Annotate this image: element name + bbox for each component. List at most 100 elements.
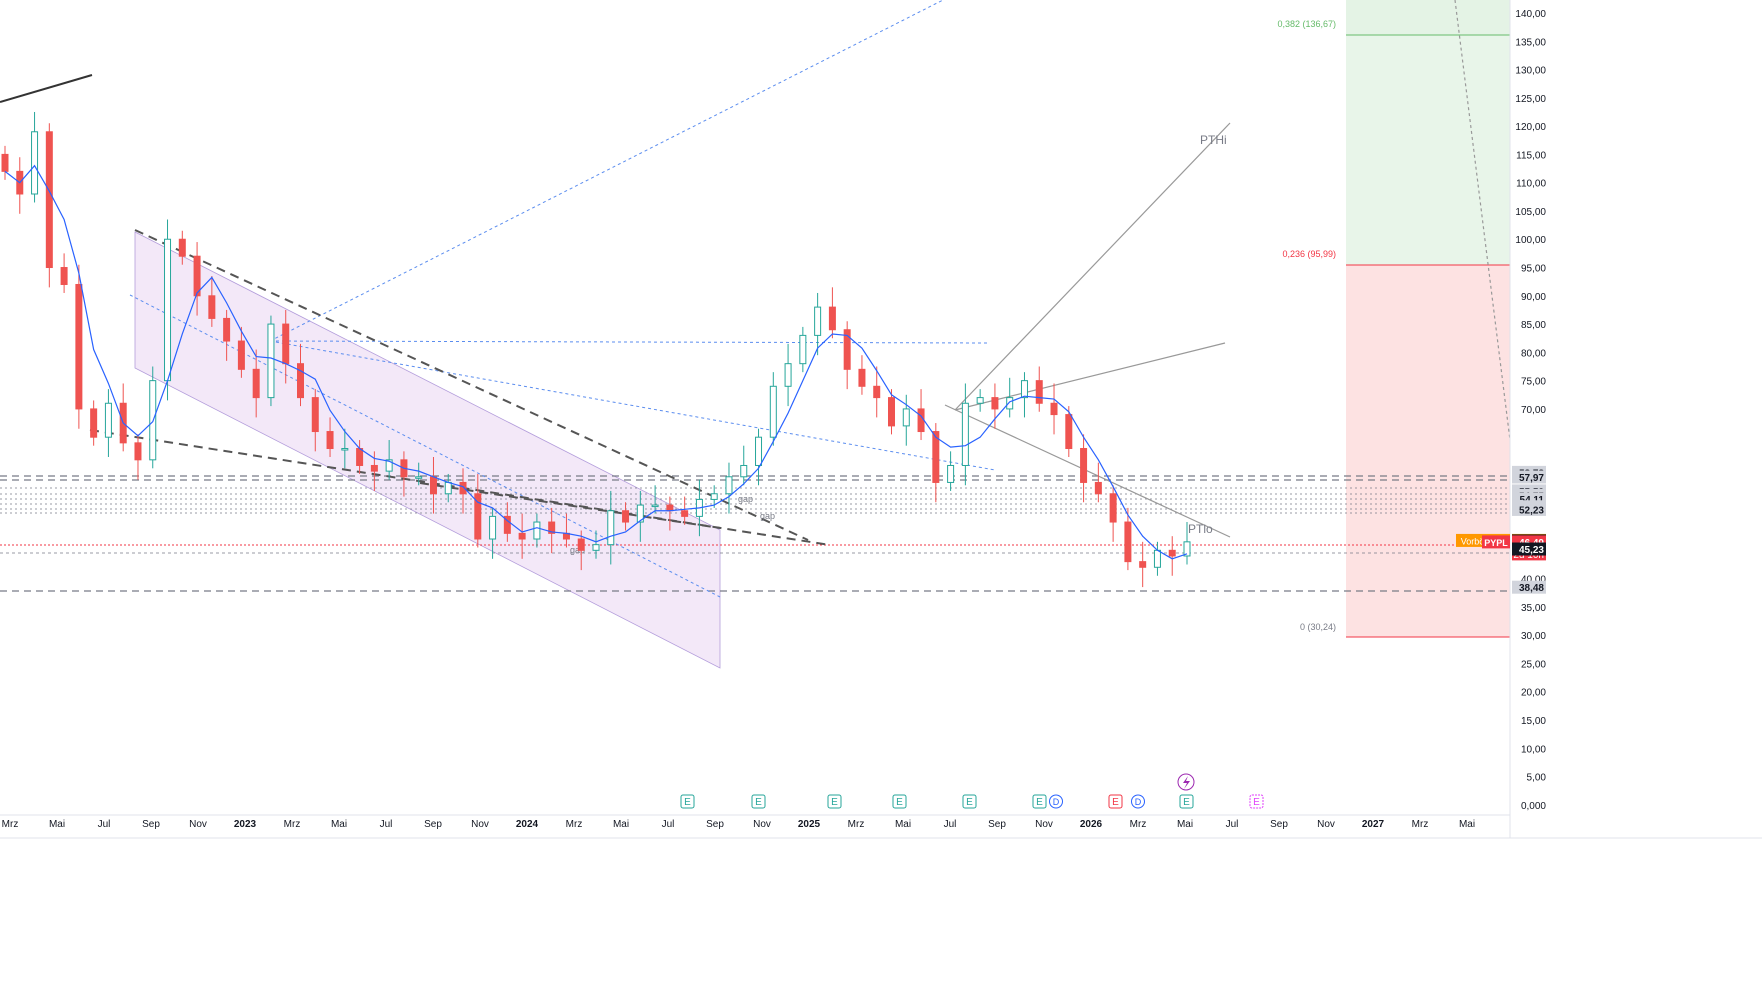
horizontal-levels xyxy=(0,475,1510,592)
earnings-marker[interactable]: E xyxy=(751,794,766,809)
x-tick-label: Mrz xyxy=(848,819,865,830)
dividend-marker[interactable]: D xyxy=(1049,794,1063,809)
fib-label-0236: 0,236 (95,99) xyxy=(1282,249,1336,259)
candle-body xyxy=(725,476,733,495)
ptlo-label: PTlo xyxy=(1188,522,1213,536)
candle-body xyxy=(267,323,275,399)
candle-body xyxy=(1124,521,1132,563)
x-tick-label: Sep xyxy=(706,819,724,830)
y-tick-label: 80,00 xyxy=(1521,348,1546,359)
price-badge xyxy=(1512,580,1546,594)
price-axis[interactable]: 140,00 135,00 130,00 125,00 120,00 115,00 110,… xyxy=(1515,9,1546,812)
moving-average-line xyxy=(4,164,1188,560)
x-tick-label: Sep xyxy=(424,819,442,830)
x-tick-label: Sep xyxy=(988,819,1006,830)
earnings-marker[interactable]: E xyxy=(680,794,695,809)
candle-body xyxy=(1183,541,1191,557)
earnings-marker-future[interactable]: E xyxy=(1249,794,1264,809)
candle-body xyxy=(607,510,615,546)
fib-green-zone-lower xyxy=(1346,35,1510,265)
candle-body xyxy=(710,493,718,500)
candle-body xyxy=(1020,380,1028,399)
earnings-marker[interactable]: E xyxy=(1032,794,1047,809)
y-tick-label: 15,00 xyxy=(1521,716,1546,727)
time-axis[interactable]: Mrz Mai Jul Sep Nov 2023 Mrz Mai Jul Sep Nov 2024 Mr… xyxy=(2,819,1475,830)
candle-body xyxy=(75,283,83,410)
y-tick-label: 140,00 xyxy=(1515,9,1546,20)
y-tick-label: 95,00 xyxy=(1521,264,1546,275)
svg-text:E: E xyxy=(966,797,973,808)
x-tick-label: Jul xyxy=(944,819,957,830)
candle-body xyxy=(1094,481,1102,495)
candle-body xyxy=(429,476,437,495)
fib-label-0382: 0,382 (136,67) xyxy=(1277,19,1336,29)
candle-body xyxy=(917,408,925,433)
candle-body xyxy=(666,504,674,512)
candle-body xyxy=(444,481,452,495)
candle-body xyxy=(356,448,364,466)
y-tick-label: 120,00 xyxy=(1515,122,1546,133)
x-tick-label: 2023 xyxy=(234,819,257,830)
candle-body xyxy=(326,431,334,450)
svg-text:E: E xyxy=(831,797,838,808)
y-tick-label: 115,00 xyxy=(1516,150,1546,161)
x-tick-label: Jul xyxy=(662,819,675,830)
event-markers[interactable]: E E E E E E D E D E E xyxy=(680,773,1264,809)
y-tick-label: 30,00 xyxy=(1521,631,1546,642)
earnings-marker[interactable]: E xyxy=(962,794,977,809)
svg-text:E: E xyxy=(1183,797,1190,808)
y-tick-label: 100,00 xyxy=(1515,235,1546,246)
candle-body xyxy=(577,538,585,551)
price-badge-label: 52,23 xyxy=(1519,505,1544,516)
y-tick-label: 35,00 xyxy=(1521,603,1546,614)
candle-body xyxy=(415,476,423,479)
earnings-marker[interactable]: E xyxy=(827,794,842,809)
y-tick-label: 90,00 xyxy=(1521,292,1546,303)
candle-body xyxy=(799,334,807,365)
candle-body xyxy=(622,510,630,523)
y-tick-label: 0,000 xyxy=(1521,801,1546,812)
candle-body xyxy=(932,431,940,483)
y-tick-label: 125,00 xyxy=(1515,94,1546,105)
candle-body xyxy=(902,408,910,427)
candle-body xyxy=(947,464,955,483)
candle-body xyxy=(104,402,112,438)
candle-body xyxy=(961,402,969,466)
svg-text:E: E xyxy=(1112,797,1119,808)
candle-body xyxy=(341,448,349,451)
svg-text:E: E xyxy=(755,797,762,808)
candle-body xyxy=(178,238,186,257)
candle-body xyxy=(976,397,984,404)
candle-body xyxy=(1065,414,1073,450)
y-tick-label: 105,00 xyxy=(1515,207,1546,218)
x-tick-label: Mrz xyxy=(284,819,301,830)
fib-red-zone xyxy=(1346,265,1510,637)
x-tick-label: Mai xyxy=(1459,819,1475,830)
x-tick-label: Jul xyxy=(1226,819,1239,830)
candle-body xyxy=(1035,380,1043,404)
candle-body xyxy=(45,131,53,269)
earnings-marker[interactable]: E xyxy=(892,794,907,809)
candle-body xyxy=(1080,448,1088,483)
candle-body xyxy=(164,238,172,382)
candle-body xyxy=(888,397,895,427)
dividend-marker[interactable]: D xyxy=(1131,794,1145,809)
earnings-marker[interactable]: E xyxy=(1108,794,1123,809)
svg-text:E: E xyxy=(1036,797,1043,808)
candle-body xyxy=(311,397,319,433)
candle-body xyxy=(592,544,600,551)
candle-body xyxy=(31,131,39,195)
x-tick-label: Mrz xyxy=(1130,819,1147,830)
lightning-icon[interactable] xyxy=(1177,773,1195,791)
y-tick-label: 85,00 xyxy=(1521,320,1546,331)
y-tick-label: 135,00 xyxy=(1515,37,1546,48)
x-tick-label: 2026 xyxy=(1080,819,1103,830)
y-tick-label: 20,00 xyxy=(1521,688,1546,699)
fib-green-zone xyxy=(1346,0,1510,35)
candle-body xyxy=(223,317,231,342)
price-target-lines xyxy=(944,0,1511,538)
x-tick-label: Sep xyxy=(142,819,160,830)
earnings-marker[interactable]: E xyxy=(1179,794,1194,809)
